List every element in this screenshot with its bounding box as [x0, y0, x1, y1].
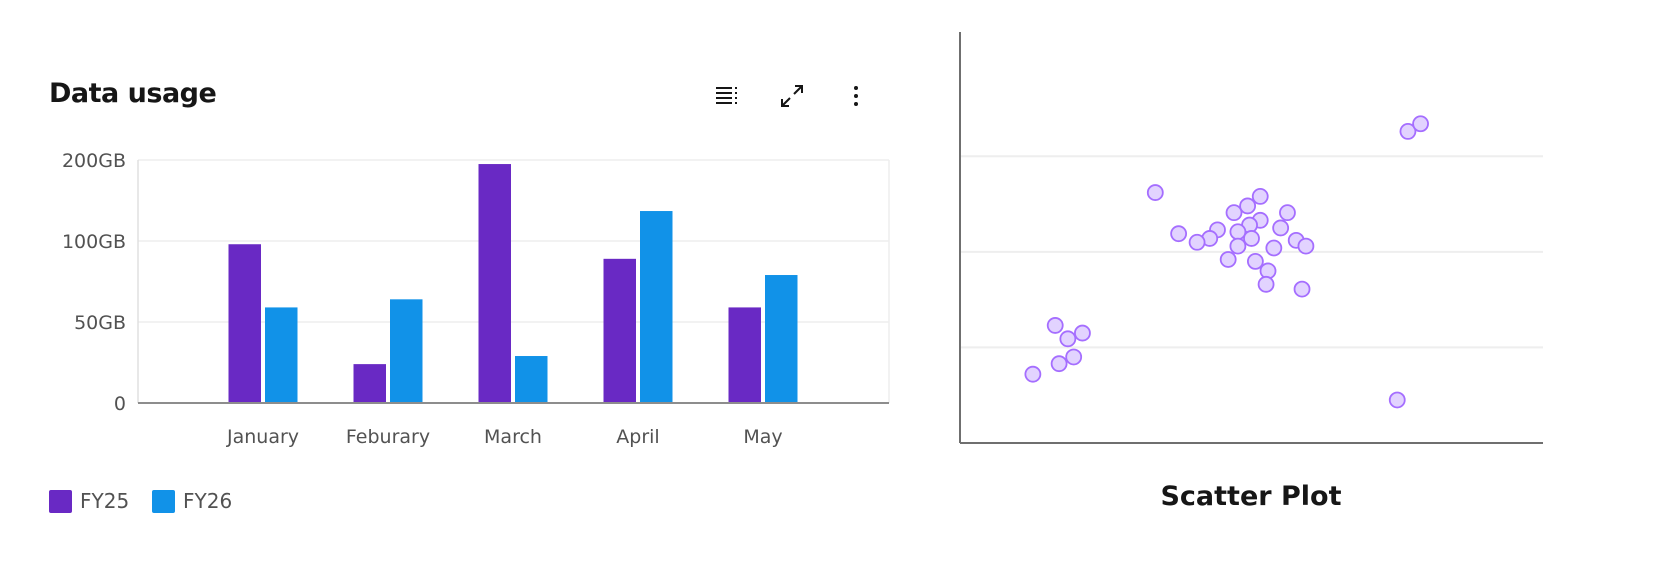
scatter-point — [1412, 115, 1429, 133]
scatter-point — [1201, 230, 1219, 247]
scatter-point — [1287, 231, 1305, 249]
scatter-point — [1265, 239, 1283, 257]
legend-label-fy25: FY25 — [80, 489, 130, 513]
x-tick-label: Feburary — [346, 426, 430, 448]
scatter-point — [1059, 330, 1077, 348]
bar-fy25-march — [478, 164, 511, 403]
bar-chart-title: Data usage — [49, 78, 217, 109]
scatter-point — [1259, 262, 1277, 280]
scatter-point — [1239, 197, 1257, 215]
scatter-point — [1246, 252, 1264, 270]
legend-label-fy26: FY26 — [183, 489, 233, 513]
scatter-point — [1241, 216, 1258, 234]
bar-fy26-feburary — [390, 299, 423, 403]
bar-fy26-april — [640, 211, 673, 403]
legend-swatch-fy26 — [152, 489, 175, 513]
x-tick-label: April — [616, 426, 659, 448]
scatter-point — [1229, 223, 1247, 241]
scatter-point — [1219, 251, 1237, 268]
legend-item-fy26[interactable]: FY26 — [152, 489, 232, 513]
scatter-point — [1399, 123, 1417, 140]
bar-fy25-april — [603, 258, 636, 403]
x-tick-label: May — [743, 426, 782, 448]
scatter-point — [1257, 275, 1275, 293]
bar-fy25-feburary — [353, 364, 386, 403]
scatter-point — [1170, 225, 1188, 243]
scatter-point — [1146, 184, 1164, 201]
bar-chart: 0 50GB 100GB 200GB January Feburary March April… — [62, 150, 890, 448]
y-tick-label: 0 — [114, 393, 126, 415]
scatter-chart-title: Scatter Plot — [1160, 481, 1342, 512]
scatter-point — [1065, 348, 1083, 366]
scatter-point — [1074, 324, 1091, 342]
maximize-icon[interactable] — [778, 82, 806, 110]
scatter-point — [1293, 280, 1311, 298]
bar-fy26-march — [515, 356, 548, 403]
bar-fy25-january — [228, 244, 261, 403]
scatter-point — [1229, 237, 1247, 255]
scatter-point — [1251, 211, 1269, 229]
scatter-point — [1209, 221, 1226, 239]
scatter-point — [1251, 187, 1269, 205]
scatter-point — [1046, 317, 1064, 334]
scatter-point — [1297, 237, 1315, 255]
scatter-point — [1243, 230, 1260, 247]
legend-swatch-fy25 — [49, 489, 72, 513]
scatter-point — [1188, 233, 1206, 251]
scatter-point — [1272, 219, 1290, 237]
y-tick-label: 50GB — [74, 312, 126, 334]
x-tick-label: January — [226, 426, 299, 448]
bar-fy25-may — [728, 307, 761, 403]
scatter-point — [1024, 365, 1042, 383]
overflow-menu-icon[interactable] — [842, 82, 870, 110]
legend-item-fy25[interactable]: FY25 — [49, 489, 129, 513]
bar-fy26-january — [265, 307, 298, 403]
y-tick-label: 200GB — [62, 150, 126, 172]
scatter-point — [1279, 204, 1296, 222]
scatter-point — [1225, 204, 1243, 222]
y-tick-label: 100GB — [62, 231, 126, 253]
bar-fy26-may — [765, 275, 798, 403]
table-view-icon[interactable] — [713, 82, 741, 110]
scatter-point — [1388, 391, 1406, 409]
scatter-point — [1050, 355, 1068, 373]
x-tick-label: March — [484, 426, 542, 448]
